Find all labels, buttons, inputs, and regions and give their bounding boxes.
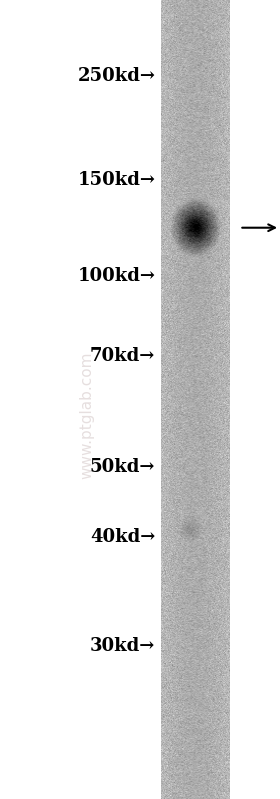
Text: www.ptglab.com: www.ptglab.com bbox=[79, 352, 94, 479]
Text: 70kd→: 70kd→ bbox=[90, 347, 155, 364]
Text: 50kd→: 50kd→ bbox=[90, 459, 155, 476]
Text: 40kd→: 40kd→ bbox=[90, 528, 155, 546]
Text: 100kd→: 100kd→ bbox=[77, 267, 155, 284]
Text: 150kd→: 150kd→ bbox=[77, 171, 155, 189]
Text: 30kd→: 30kd→ bbox=[90, 637, 155, 654]
Text: 250kd→: 250kd→ bbox=[77, 67, 155, 85]
